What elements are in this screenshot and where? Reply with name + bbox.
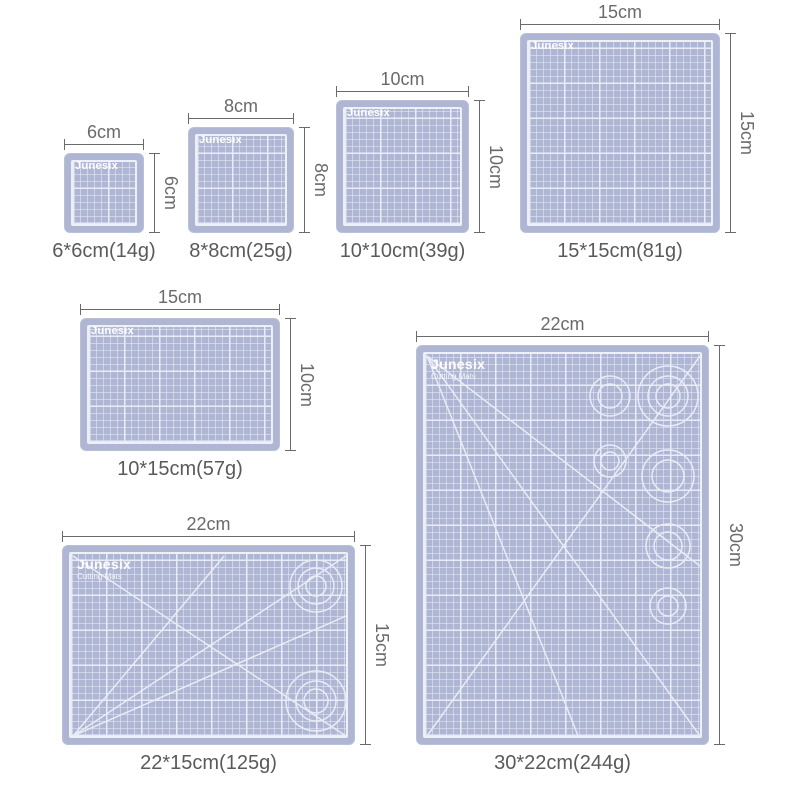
dim-bracket-top: [62, 536, 355, 537]
dim-bracket-side: [304, 127, 305, 233]
dim-width-label: 15cm: [158, 287, 202, 308]
dim-bracket-side: [365, 545, 366, 745]
size-caption: 6*6cm(14g): [52, 240, 155, 263]
dim-height-label: 8cm: [310, 163, 331, 197]
dim-bracket-top: [188, 118, 294, 119]
dim-width-label: 22cm: [540, 314, 584, 335]
dim-width-label: 6cm: [87, 122, 121, 143]
size-caption: 10*15cm(57g): [117, 458, 243, 481]
dim-width-label: 8cm: [224, 96, 258, 117]
brand-label: Junesix: [91, 325, 134, 337]
cutting-mat-m6: Junesix: [64, 153, 144, 233]
size-caption: 22*15cm(125g): [140, 752, 277, 775]
brand-label: Junesix: [531, 40, 574, 52]
cutting-mat-m2215: JunesixCutting Mats: [62, 545, 355, 745]
dim-bracket-side: [730, 33, 731, 233]
cutting-mat-m10: Junesix: [336, 100, 469, 233]
dim-bracket-side: [479, 100, 480, 233]
brand-label: Junesix: [77, 556, 131, 572]
dim-height-label: 15cm: [736, 111, 757, 155]
dim-bracket-top: [520, 24, 720, 25]
dim-bracket-top: [416, 336, 709, 337]
dim-bracket-top: [336, 91, 469, 92]
dim-bracket-top: [80, 309, 280, 310]
dim-height-label: 15cm: [371, 623, 392, 667]
dim-bracket-side: [154, 153, 155, 233]
dim-height-label: 10cm: [296, 362, 317, 406]
brand-label: Junesix: [347, 107, 390, 119]
dim-height-label: 6cm: [160, 176, 181, 210]
dim-width-label: 15cm: [598, 2, 642, 23]
dim-height-label: 10cm: [485, 144, 506, 188]
dim-height-label: 30cm: [725, 523, 746, 567]
dim-bracket-side: [719, 345, 720, 745]
size-caption: 10*10cm(39g): [340, 240, 466, 263]
brand-sub-label: Cutting Mats: [431, 372, 476, 381]
dim-bracket-side: [290, 318, 291, 451]
size-caption: 15*15cm(81g): [557, 240, 683, 263]
cutting-mat-m15: Junesix: [520, 33, 720, 233]
size-caption: 30*22cm(244g): [494, 752, 631, 775]
cutting-mat-m8: Junesix: [188, 127, 294, 233]
dim-bracket-top: [64, 144, 144, 145]
dim-width-label: 10cm: [380, 69, 424, 90]
size-caption: 8*8cm(25g): [189, 240, 292, 263]
brand-label: Junesix: [431, 356, 485, 372]
cutting-mat-m3022: JunesixCutting Mats: [416, 345, 709, 745]
brand-label: Junesix: [199, 134, 242, 146]
cutting-mat-m1015: Junesix: [80, 318, 280, 451]
brand-label: Junesix: [75, 160, 118, 172]
dim-width-label: 22cm: [186, 514, 230, 535]
product-size-infographic: 6cm 6cm Junesix 6*6cm(14g) 8cm 8cm Junesix 8*8c…: [0, 0, 800, 800]
brand-sub-label: Cutting Mats: [77, 572, 122, 581]
